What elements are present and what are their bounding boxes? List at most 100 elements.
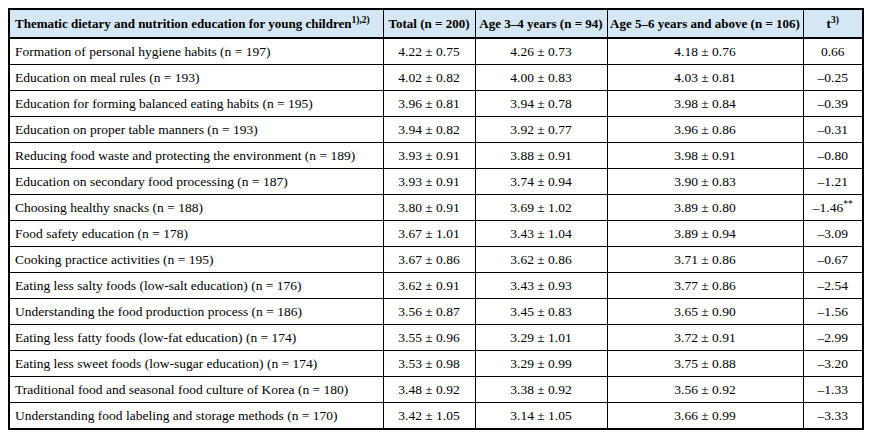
total-cell: 3.94 ± 0.82 xyxy=(383,117,475,143)
age-5-6-cell: 3.71 ± 0.86 xyxy=(607,247,803,273)
table-row: Education on proper table manners (n = 1… xyxy=(9,117,863,143)
topic-cell: Education on secondary food processing (… xyxy=(9,169,383,195)
age-5-6-cell: 3.98 ± 0.91 xyxy=(607,143,803,169)
total-cell: 3.48 ± 0.92 xyxy=(383,377,475,403)
col-header-age-3-4-label: Age 3–4 years (n = 94) xyxy=(479,16,602,31)
topic-cell: Eating less salty foods (low-salt educat… xyxy=(9,273,383,299)
topic-cell: Traditional food and seasonal food cultu… xyxy=(9,377,383,403)
t-statistic-cell: –2.99 xyxy=(803,325,863,351)
table-row: Reducing food waste and protecting the e… xyxy=(9,143,863,169)
age-3-4-cell: 3.88 ± 0.91 xyxy=(475,143,607,169)
t-statistic-cell: –1.21 xyxy=(803,169,863,195)
age-3-4-cell: 3.43 ± 0.93 xyxy=(475,273,607,299)
table-row: Choosing healthy snacks (n = 188) 3.80 ±… xyxy=(9,195,863,221)
col-header-topic-label: Thematic dietary and nutrition education… xyxy=(15,16,351,31)
t-statistic-cell: –0.25 xyxy=(803,65,863,91)
age-3-4-cell: 4.00 ± 0.83 xyxy=(475,65,607,91)
t-value: –1.21 xyxy=(818,174,848,189)
age-5-6-cell: 3.65 ± 0.90 xyxy=(607,299,803,325)
t-statistic-cell: –2.54 xyxy=(803,273,863,299)
table-body: Formation of personal hygiene habits (n … xyxy=(9,38,863,429)
age-5-6-cell: 3.90 ± 0.83 xyxy=(607,169,803,195)
header-row: Thematic dietary and nutrition education… xyxy=(9,9,863,38)
col-header-topic: Thematic dietary and nutrition education… xyxy=(9,9,383,38)
total-cell: 3.53 ± 0.98 xyxy=(383,351,475,377)
topic-cell: Eating less fatty foods (low-fat educati… xyxy=(9,325,383,351)
t-value: –3.09 xyxy=(818,226,848,241)
table-row: Education on meal rules (n = 193) 4.02 ±… xyxy=(9,65,863,91)
age-5-6-cell: 3.66 ± 0.99 xyxy=(607,403,803,430)
topic-cell: Education for forming balanced eating ha… xyxy=(9,91,383,117)
topic-cell: Education on proper table manners (n = 1… xyxy=(9,117,383,143)
table-row: Traditional food and seasonal food cultu… xyxy=(9,377,863,403)
t-statistic-cell: –3.09 xyxy=(803,221,863,247)
t-significance-marker: ** xyxy=(843,198,853,208)
page: { "colors": { "header_bg": "#d5e7f5", "b… xyxy=(0,0,870,434)
t-value: –0.39 xyxy=(818,96,848,111)
topic-cell: Understanding the food production proces… xyxy=(9,299,383,325)
col-header-age-5-6: Age 5–6 years and above (n = 106) xyxy=(607,9,803,38)
total-cell: 3.55 ± 0.96 xyxy=(383,325,475,351)
t-statistic-cell: –1.46** xyxy=(803,195,863,221)
total-cell: 4.02 ± 0.82 xyxy=(383,65,475,91)
topic-cell: Eating less sweet foods (low-sugar educa… xyxy=(9,351,383,377)
t-statistic-cell: –3.20 xyxy=(803,351,863,377)
table-row: Food safety education (n = 178) 3.67 ± 1… xyxy=(9,221,863,247)
t-value: –2.99 xyxy=(818,330,848,345)
t-statistic-cell: –0.39 xyxy=(803,91,863,117)
topic-cell: Reducing food waste and protecting the e… xyxy=(9,143,383,169)
total-cell: 3.93 ± 0.91 xyxy=(383,169,475,195)
age-5-6-cell: 3.77 ± 0.86 xyxy=(607,273,803,299)
t-statistic-cell: –0.67 xyxy=(803,247,863,273)
table-row: Eating less fatty foods (low-fat educati… xyxy=(9,325,863,351)
age-5-6-cell: 3.72 ± 0.91 xyxy=(607,325,803,351)
topic-cell: Food safety education (n = 178) xyxy=(9,221,383,247)
table-row: Cooking practice activities (n = 195) 3.… xyxy=(9,247,863,273)
t-value: 0.66 xyxy=(821,44,845,59)
t-value: –3.20 xyxy=(818,356,848,371)
age-3-4-cell: 3.43 ± 1.04 xyxy=(475,221,607,247)
t-value: –0.80 xyxy=(818,148,848,163)
col-header-total: Total (n = 200) xyxy=(383,9,475,38)
topic-cell: Choosing healthy snacks (n = 188) xyxy=(9,195,383,221)
age-5-6-cell: 4.03 ± 0.81 xyxy=(607,65,803,91)
table-row: Eating less sweet foods (low-sugar educa… xyxy=(9,351,863,377)
t-value: –0.31 xyxy=(818,122,848,137)
age-3-4-cell: 3.29 ± 0.99 xyxy=(475,351,607,377)
t-statistic-cell: –1.33 xyxy=(803,377,863,403)
age-3-4-cell: 3.62 ± 0.86 xyxy=(475,247,607,273)
table-row: Education for forming balanced eating ha… xyxy=(9,91,863,117)
t-value: –0.67 xyxy=(818,252,848,267)
table-row: Understanding the food production proces… xyxy=(9,299,863,325)
table-row: Education on secondary food processing (… xyxy=(9,169,863,195)
age-3-4-cell: 3.45 ± 0.83 xyxy=(475,299,607,325)
t-statistic-cell: –0.31 xyxy=(803,117,863,143)
age-3-4-cell: 3.38 ± 0.92 xyxy=(475,377,607,403)
total-cell: 3.93 ± 0.91 xyxy=(383,143,475,169)
table-row: Formation of personal hygiene habits (n … xyxy=(9,38,863,65)
age-5-6-cell: 3.96 ± 0.86 xyxy=(607,117,803,143)
age-3-4-cell: 3.69 ± 1.02 xyxy=(475,195,607,221)
col-header-topic-footnote-marker: 1),2) xyxy=(351,14,369,24)
nutrition-education-table-wrapper: Thematic dietary and nutrition education… xyxy=(8,8,864,430)
t-statistic-cell: –0.80 xyxy=(803,143,863,169)
col-header-t-statistic-footnote-marker: 3) xyxy=(831,14,839,24)
age-3-4-cell: 3.14 ± 1.05 xyxy=(475,403,607,430)
topic-cell: Formation of personal hygiene habits (n … xyxy=(9,38,383,65)
t-statistic-cell: 0.66 xyxy=(803,38,863,65)
topic-cell: Understanding food labeling and storage … xyxy=(9,403,383,430)
age-5-6-cell: 3.98 ± 0.84 xyxy=(607,91,803,117)
table-row: Eating less salty foods (low-salt educat… xyxy=(9,273,863,299)
total-cell: 3.67 ± 1.01 xyxy=(383,221,475,247)
t-value: –3.33 xyxy=(818,408,848,423)
age-5-6-cell: 4.18 ± 0.76 xyxy=(607,38,803,65)
t-value: –2.54 xyxy=(818,278,848,293)
t-statistic-cell: –1.56 xyxy=(803,299,863,325)
table-header: Thematic dietary and nutrition education… xyxy=(9,9,863,38)
age-3-4-cell: 4.26 ± 0.73 xyxy=(475,38,607,65)
col-header-t-statistic: t3) xyxy=(803,9,863,38)
age-3-4-cell: 3.92 ± 0.77 xyxy=(475,117,607,143)
total-cell: 3.42 ± 1.05 xyxy=(383,403,475,430)
age-3-4-cell: 3.94 ± 0.78 xyxy=(475,91,607,117)
total-cell: 3.62 ± 0.91 xyxy=(383,273,475,299)
